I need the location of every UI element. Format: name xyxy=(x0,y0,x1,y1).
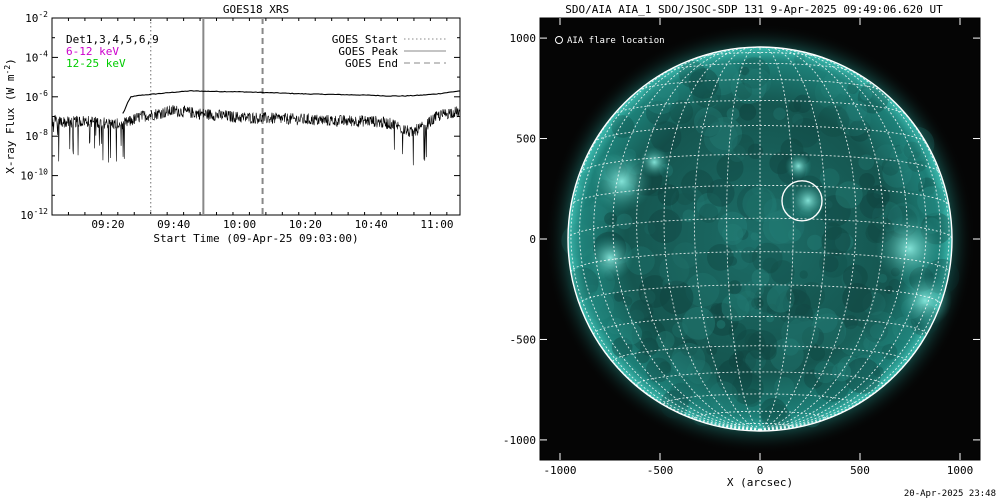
grid-longitude-line xyxy=(759,46,794,431)
goes-x-tick-label: 09:20 xyxy=(91,218,124,231)
goes-x-tick-label: 11:00 xyxy=(420,218,453,231)
goes-y-tick-label: 10-2 xyxy=(25,10,48,25)
goes-y-tick-label: 10-4 xyxy=(25,49,48,64)
aia-image-chart: SDO/AIA AIA_1 SDO/JSOC-SDP 131 9-Apr-202… xyxy=(503,3,981,489)
goes-y-tick-label: 10-8 xyxy=(25,128,48,143)
aia-chart-title: SDO/AIA AIA_1 SDO/JSOC-SDP 131 9-Apr-202… xyxy=(565,3,943,16)
goes-x-axis: 09:20 09:40 10:00 10:20 10:40 11:00 xyxy=(51,18,454,231)
aia-x-tick-label: 1000 xyxy=(947,464,974,477)
goes-x-tick-label: 10:20 xyxy=(289,218,322,231)
aia-flare-location-circle xyxy=(781,180,823,222)
aia-x-tick-label: -500 xyxy=(647,464,674,477)
grid-longitude-line xyxy=(759,78,950,431)
aia-active-region xyxy=(898,273,952,328)
grid-longitude-line xyxy=(759,46,827,431)
aia-x-axis-label: X (arcsec) xyxy=(727,476,793,489)
aia-y-tick-label: -500 xyxy=(510,333,537,346)
grid-latitude-line xyxy=(697,52,823,58)
aia-x-axis: -1000 -500 0 500 1000 xyxy=(543,18,973,477)
aia-active-region xyxy=(788,181,828,220)
grid-latitude-line xyxy=(593,125,927,143)
grid-longitude-line xyxy=(663,47,761,431)
aia-y-tick-label: -1000 xyxy=(503,434,536,447)
aia-active-region xyxy=(587,235,634,282)
aia-x-tick-label: 0 xyxy=(757,464,764,477)
aia-y-tick-label: 500 xyxy=(516,133,536,146)
grid-latitude-line xyxy=(693,410,827,419)
grid-longitude-line xyxy=(726,46,761,431)
goes-x-tick-label: 09:40 xyxy=(157,218,190,231)
grid-longitude-line xyxy=(759,50,927,431)
grid-longitude-line xyxy=(759,48,908,431)
grid-latitude-line xyxy=(567,217,953,240)
goes-legend-label: GOES End xyxy=(345,57,398,70)
goes-energy-label: 6-12 keV xyxy=(66,45,119,58)
grid-longitude-line xyxy=(593,50,761,431)
grid-latitude-line xyxy=(579,284,941,305)
grid-longitude-line xyxy=(759,47,857,431)
footer-timestamp: 20-Apr-2025 23:48 xyxy=(904,489,996,499)
goes-x-axis-label: Start Time (09-Apr-25 09:03:00) xyxy=(153,232,358,245)
aia-legend-label: AIA flare location xyxy=(567,36,665,46)
goes-series-group xyxy=(52,90,460,166)
aia-y-axis: 1000 500 0 -500 -1000 xyxy=(503,32,980,447)
grid-longitude-line xyxy=(579,54,761,431)
aia-x-tick-label: 500 xyxy=(850,464,870,477)
grid-latitude-line xyxy=(734,46,786,50)
goes-y-tick-label: 10-6 xyxy=(25,89,48,104)
aia-active-region xyxy=(875,214,945,284)
aia-active-region xyxy=(591,150,653,213)
grid-longitude-line xyxy=(612,48,761,431)
aia-active-region xyxy=(784,152,812,180)
aia-legend: AIA flare location xyxy=(555,36,665,46)
aia-y-tick-label: 1000 xyxy=(510,32,537,45)
grid-longitude-line xyxy=(759,54,941,431)
goes-energy-label: 12-25 keV xyxy=(66,57,126,70)
goes-x-tick-label: 10:00 xyxy=(223,218,256,231)
aia-solar-disk xyxy=(568,47,952,431)
goes-y-axis-label: X-ray Flux (W m-2) xyxy=(3,58,17,174)
grid-latitude-line xyxy=(637,79,883,92)
aia-active-region xyxy=(639,146,670,178)
aia-y-tick-label: 0 xyxy=(529,233,536,246)
goes-y-tick-label: 10-12 xyxy=(20,207,48,222)
goes-energy-label: Det1,3,4,5,6,9 xyxy=(66,33,159,46)
goes-x-tick-label: 10:40 xyxy=(355,218,388,231)
aia-x-tick-label: -1000 xyxy=(543,464,576,477)
grid-longitude-line xyxy=(693,46,761,431)
goes-xrs-chart: GOES18 XRS 09:20 09:40 10:00 10:20 10:40 11:0… xyxy=(3,3,461,245)
goes-series-line-0 xyxy=(122,90,460,114)
goes-chart-title: GOES18 XRS xyxy=(223,3,289,16)
grid-longitude-line xyxy=(570,78,761,431)
grid-latitude-line xyxy=(613,99,907,115)
goes-legend-label: GOES Peak xyxy=(338,45,398,58)
heliographic-grid xyxy=(567,46,953,431)
goes-y-tick-label: 10-10 xyxy=(20,168,48,183)
grid-latitude-line xyxy=(570,184,950,206)
aia-legend-circle-icon xyxy=(555,36,563,44)
goes-series-line-1 xyxy=(52,105,460,166)
goes-legend-label: GOES Start xyxy=(332,33,398,46)
goes-y-axis: 10-12 10-10 10-8 10-6 10-4 10-2 xyxy=(20,10,460,222)
